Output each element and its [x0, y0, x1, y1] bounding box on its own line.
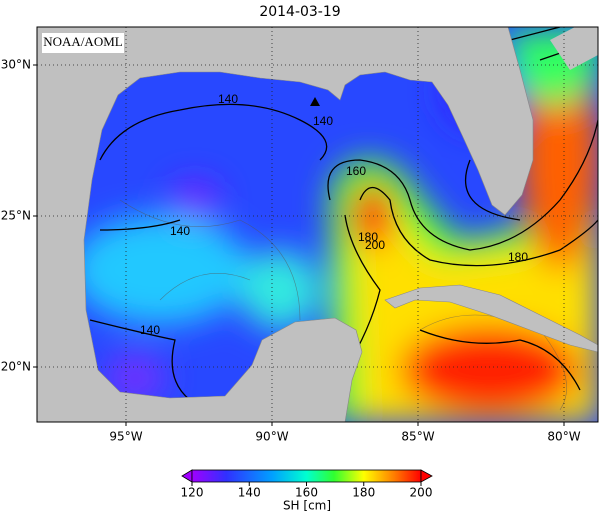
colorbar-tick-label: 120 — [181, 486, 204, 500]
colorbar — [191, 469, 422, 483]
contour-label: 140 — [313, 114, 333, 128]
map-frame — [36, 26, 599, 423]
contour-label: 180 — [358, 230, 378, 244]
colorbar-tick-label: 140 — [238, 486, 261, 500]
contour-labels: 140 140 140 140 160 180 200 180 — [140, 92, 528, 337]
map — [37, 27, 598, 422]
colorbar-label: SH [cm] — [283, 499, 331, 513]
colorbar-tick-label: 200 — [410, 486, 433, 500]
land-bahamas — [550, 27, 598, 70]
contour-label: 140 — [140, 323, 160, 337]
contour-label: 160 — [346, 164, 366, 178]
lon-label: 80°W — [547, 430, 580, 444]
lat-label: 25°N — [1, 209, 31, 223]
marker-triangle — [310, 97, 320, 106]
colorbar-tick-label: 180 — [352, 486, 375, 500]
contour-label: 140 — [218, 92, 238, 106]
colorbar-high-end — [420, 469, 433, 483]
title: 2014-03-19 — [259, 4, 340, 20]
land-mainland — [37, 27, 534, 422]
lat-label: 30°N — [1, 58, 31, 72]
land-cuba — [384, 284, 598, 353]
contour-label: 140 — [170, 224, 190, 238]
colorbar-tick-label: 160 — [295, 486, 318, 500]
colorbar-low-end — [181, 469, 193, 483]
lon-label: 85°W — [401, 430, 434, 444]
lon-label: 90°W — [255, 430, 288, 444]
contour-label: 180 — [508, 250, 528, 264]
lon-label: 95°W — [109, 430, 142, 444]
contour-label: 200 — [365, 238, 385, 252]
credit: NOAA/AOML — [43, 34, 123, 49]
credit-box — [42, 33, 124, 53]
lat-label: 20°N — [1, 360, 31, 374]
